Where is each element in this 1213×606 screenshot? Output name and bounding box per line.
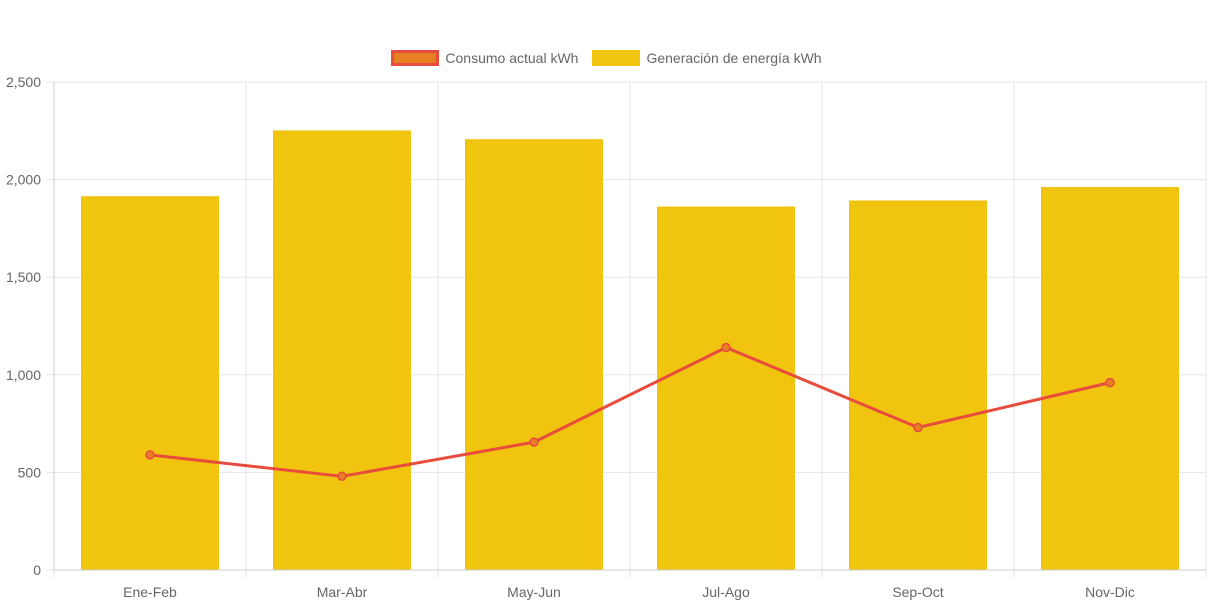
point-consumo[interactable] — [1105, 377, 1115, 388]
y-tick-label: 2,500 — [6, 74, 41, 90]
legend-label-generacion: Generación de energía kWh — [646, 50, 822, 66]
bar-generacion[interactable] — [81, 196, 219, 570]
legend-item-consumo[interactable]: Consumo actual kWh — [391, 50, 578, 66]
bar-generacion[interactable] — [849, 200, 987, 571]
legend: Consumo actual kWh Generación de energía… — [0, 50, 1213, 66]
point-consumo[interactable] — [529, 437, 539, 447]
point-consumo[interactable] — [913, 422, 923, 433]
y-tick-label: 2,000 — [6, 172, 41, 188]
bar-generacion[interactable] — [465, 139, 603, 570]
bar-generacion[interactable] — [273, 130, 411, 570]
y-tick-label: 0 — [33, 562, 41, 578]
line-consumo — [149, 345, 1111, 478]
x-tick-label: Sep-Oct — [892, 584, 943, 600]
x-tick-label: Jul-Ago — [702, 584, 750, 600]
legend-swatch-consumo — [391, 50, 440, 66]
x-tick-label: Mar-Abr — [317, 584, 368, 600]
point-consumo[interactable] — [337, 471, 347, 482]
y-tick-label: 1,500 — [6, 269, 41, 285]
legend-swatch-generacion — [592, 50, 641, 66]
point-consumo[interactable] — [721, 342, 731, 353]
bars — [81, 130, 1179, 571]
bar-generacion[interactable] — [657, 206, 795, 570]
axes: 0 500 1,000 1,500 2,000 2,500 Ene-Feb Mar-Abr Ma… — [6, 74, 1206, 600]
point-consumo[interactable] — [145, 450, 155, 460]
x-tick-label: May-Jun — [507, 584, 561, 600]
x-tick-label: Ene-Feb — [123, 584, 177, 600]
line-series — [145, 342, 1115, 482]
y-tick-label: 500 — [18, 464, 42, 480]
legend-label-consumo: Consumo actual kWh — [445, 50, 579, 66]
grid — [46, 81, 1207, 578]
x-tick-label: Nov-Dic — [1085, 584, 1135, 600]
legend-item-generacion[interactable]: Generación de energía kWh — [592, 50, 822, 66]
y-tick-label: 1,000 — [6, 367, 41, 383]
